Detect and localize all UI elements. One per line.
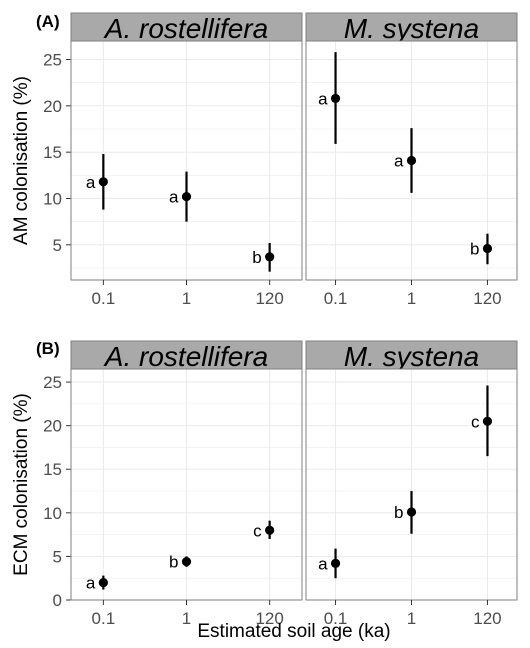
data-point (265, 525, 275, 535)
significance-letter: a (86, 574, 96, 593)
x-tick-label: 120 (473, 289, 501, 308)
y-tick-label: 15 (43, 460, 62, 479)
y-tick-label: 10 (43, 189, 62, 208)
significance-letter: b (169, 553, 178, 572)
y-tick-label: 15 (43, 143, 62, 162)
data-point (406, 155, 417, 166)
x-tick-label: 120 (255, 609, 283, 628)
facet-title: M. systena (344, 341, 479, 372)
y-tick-label: 5 (53, 236, 62, 255)
x-tick-label: 1 (182, 609, 191, 628)
data-point (330, 93, 341, 104)
x-axis-title: Estimated soil age (ka) (197, 621, 390, 642)
significance-letter: c (253, 521, 262, 540)
significance-letter: a (318, 89, 328, 108)
facet-strip (70, 340, 303, 370)
facet-title: A. rostellifera (103, 341, 268, 372)
panel-label: (B) (36, 339, 60, 358)
data-point (181, 557, 192, 567)
y-axis-title: AM colonisation (%) (11, 76, 32, 245)
data-point (265, 252, 275, 262)
data-point (98, 577, 108, 588)
data-point (330, 558, 341, 568)
significance-letter: c (471, 412, 480, 431)
y-tick-label: 25 (43, 373, 62, 392)
data-point (482, 416, 493, 426)
x-tick-label: 0.1 (92, 289, 116, 308)
x-tick-label: 120 (473, 609, 501, 628)
facet-title: M. systena (344, 13, 479, 44)
y-tick-label: 20 (43, 97, 62, 116)
facet-title: A. rostellifera (103, 13, 268, 44)
facet-0: A. rostellifera 0.1 1 120 a a b (70, 12, 303, 308)
significance-letter: b (394, 503, 403, 522)
x-tick-label: 0.1 (92, 609, 116, 628)
facet-1: M. systena 0.1 1 120 a b c (305, 340, 518, 628)
data-point (98, 177, 108, 187)
x-tick-label: 1 (182, 289, 191, 308)
y-tick-label: 20 (43, 417, 62, 436)
y-tick-label: 10 (43, 504, 62, 523)
facet-0: A. rostellifera 0.1 1 120 a b c (70, 340, 303, 628)
y-tick-label: 0 (53, 591, 62, 610)
facet-1: M. systena 0.1 1 120 a a b (305, 12, 518, 308)
facet-strip (70, 12, 303, 42)
significance-letter: a (169, 188, 179, 207)
x-tick-label: 120 (255, 289, 283, 308)
significance-letter: a (394, 152, 404, 171)
chart-panel-0: (A) AM colonisation (%) 5 10 15 20 25 A. rostel… (11, 12, 518, 308)
x-tick-label: 0.1 (324, 289, 348, 308)
y-tick-label: 25 (43, 51, 62, 70)
significance-letter: a (318, 554, 328, 573)
panel-label: (A) (36, 12, 60, 31)
y-axis-title: ECM colonisation (%) (11, 393, 32, 576)
x-tick-label: 0.1 (324, 609, 348, 628)
y-tick-label: 5 (53, 547, 62, 566)
facet-strip (305, 12, 518, 42)
significance-letter: a (86, 173, 96, 192)
significance-letter: b (470, 240, 479, 259)
significance-letter: b (252, 248, 261, 267)
chart-panel-1: (B) ECM colonisation (%) 0 5 10 15 20 25 A. rost… (11, 339, 518, 642)
facet-strip (305, 340, 518, 370)
data-point (406, 507, 417, 517)
data-point (181, 192, 192, 202)
x-tick-label: 1 (407, 609, 416, 628)
data-point (482, 243, 493, 254)
x-tick-label: 1 (407, 289, 416, 308)
